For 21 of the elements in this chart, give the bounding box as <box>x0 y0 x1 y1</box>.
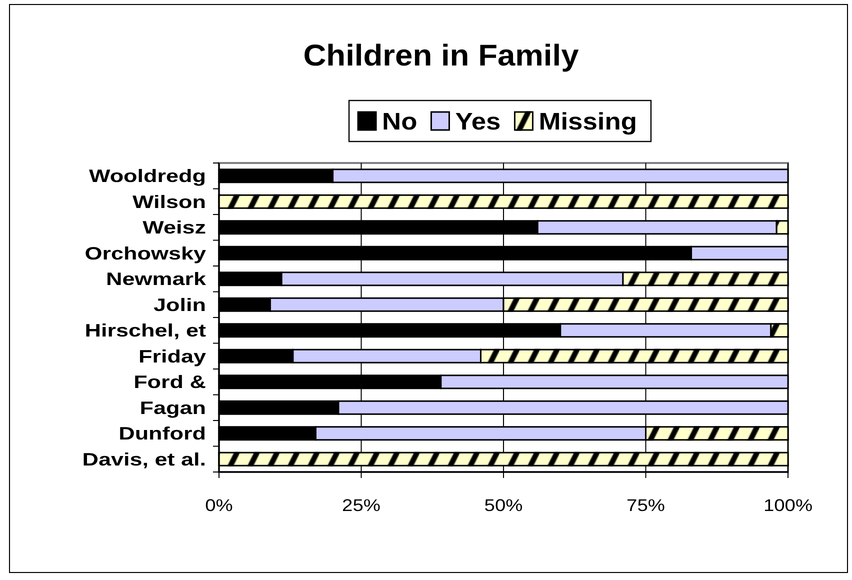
legend-label: No <box>382 108 418 136</box>
x-tick-label: 0% <box>205 496 233 515</box>
y-tick-label: Davis, et al. <box>82 450 206 470</box>
y-tick-label: Wilson <box>132 192 206 212</box>
y-tick-label: Ford & <box>134 373 206 393</box>
legend-label: Yes <box>455 108 501 136</box>
x-tick-label: 100% <box>763 496 813 515</box>
y-tick-label: Orchowsky <box>84 244 207 264</box>
legend-label: Missing <box>538 108 637 136</box>
y-tick-label: Jolin <box>154 296 206 316</box>
y-tick-label: Hirschel, et <box>84 322 206 342</box>
y-tick-label: Friday <box>138 347 207 367</box>
y-tick-label: Wooldredg <box>89 167 206 187</box>
x-tick-label: 75% <box>626 496 665 515</box>
x-tick-label: 50% <box>484 496 523 515</box>
x-tick-label: 25% <box>342 496 380 515</box>
y-tick-label: Fagan <box>140 398 206 418</box>
y-tick-label: Weisz <box>142 218 206 238</box>
chart-title: Children in Family <box>303 38 580 72</box>
y-tick-label: Dunford <box>118 424 206 444</box>
y-tick-label: Newmark <box>106 270 207 290</box>
